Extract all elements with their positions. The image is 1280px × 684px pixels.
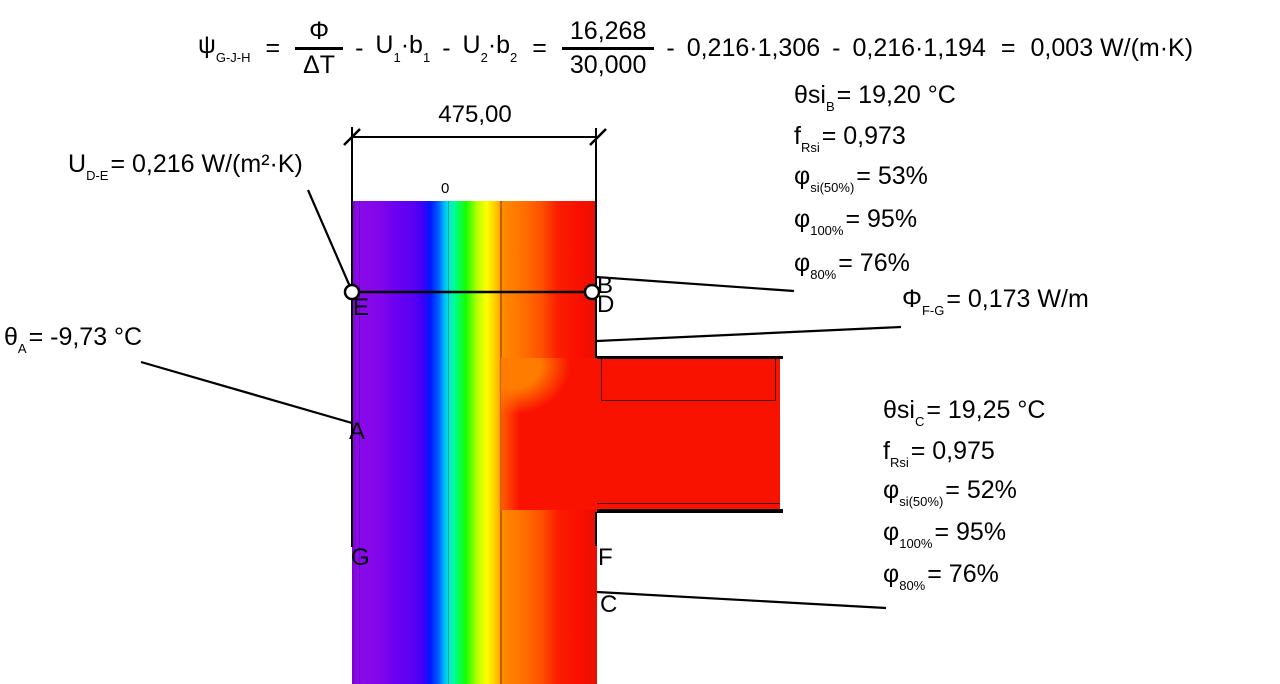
equals-sign: = bbox=[265, 33, 281, 62]
u-value-annotation: UD-E= 0,216 W/(m²·K) bbox=[68, 150, 303, 183]
leader-point-c bbox=[596, 590, 887, 610]
wall-layer-line-inner bbox=[500, 201, 502, 684]
point-b-f-rsi: fRsi= 0,973 bbox=[794, 122, 906, 155]
equals-sign: = bbox=[532, 33, 547, 62]
slab-layer-line bbox=[775, 359, 777, 401]
point-c-phi-80: φ80%= 76% bbox=[883, 560, 999, 593]
fraction-bar bbox=[561, 46, 655, 50]
leader-phi-fg bbox=[596, 325, 902, 343]
fraction-bar bbox=[295, 46, 344, 50]
point-label-d: D bbox=[597, 291, 615, 318]
point-b-theta-si: θsiB= 19,20 °C bbox=[794, 81, 956, 114]
slab-top-edge bbox=[597, 356, 783, 359]
zero-isotherm-label: 0 bbox=[441, 180, 450, 197]
point-b-phi-si50: φsi(50%)= 53% bbox=[794, 162, 928, 195]
point-c-phi-si50: φsi(50%)= 52% bbox=[883, 476, 1017, 509]
slab-layer-line bbox=[597, 503, 780, 505]
numeric-term-1: 0,216·1,306 bbox=[686, 33, 821, 62]
dimension-width-label: 475,00 bbox=[438, 101, 512, 128]
point-label-e: E bbox=[353, 294, 370, 321]
slab-layer-line bbox=[601, 359, 603, 401]
point-b-phi-80: φ80%= 76% bbox=[794, 249, 910, 282]
equals-sign: = bbox=[1000, 33, 1016, 62]
point-label-a: A bbox=[349, 418, 366, 445]
leader-u-value bbox=[306, 189, 353, 290]
minus-sign: - bbox=[832, 33, 841, 62]
phi-fg-annotation: ΦF-G= 0,173 W/m bbox=[902, 285, 1089, 318]
u2-b2-term: U2·b2 bbox=[462, 31, 518, 65]
leader-point-b bbox=[595, 275, 795, 293]
wall-right-border bbox=[594, 128, 598, 358]
slab-layer-line bbox=[602, 400, 775, 402]
slab-temperature-fill bbox=[597, 359, 780, 509]
floor-slab-section bbox=[597, 356, 783, 513]
wall-layer-line-outer bbox=[359, 201, 360, 684]
point-label-f: F bbox=[598, 544, 613, 571]
point-c-theta-si: θsiC= 19,25 °C bbox=[883, 396, 1046, 429]
u1-b1-term: U1·b1 bbox=[375, 31, 431, 65]
dimension-tick-right bbox=[589, 128, 607, 146]
slab-bottom-edge bbox=[597, 509, 783, 513]
wall-right-border bbox=[594, 512, 598, 546]
point-label-c: C bbox=[600, 591, 618, 618]
numeric-term-2: 0,216·1,194 bbox=[852, 33, 986, 62]
zero-isotherm-line bbox=[448, 201, 449, 684]
psi-term: ψG-J-H bbox=[198, 31, 251, 65]
numeric-fraction: 16,268 30,000 bbox=[561, 17, 655, 79]
theta-a-annotation: θA= -9,73 °C bbox=[4, 323, 143, 356]
hot-zone-at-slab-junction bbox=[501, 358, 597, 510]
wall-left-border bbox=[350, 127, 353, 547]
leader-theta-a bbox=[140, 360, 353, 425]
formula-result: 0,003 W/(m·K) bbox=[1030, 33, 1194, 62]
point-b-phi-100: φ100%= 95% bbox=[794, 205, 918, 238]
minus-sign: - bbox=[666, 33, 675, 62]
minus-sign: - bbox=[442, 33, 451, 62]
psi-formula: ψG-J-H = Φ ΔT - U1·b1 - U2·b2 = 16,268 3… bbox=[198, 12, 1193, 84]
point-c-phi-100: φ100%= 95% bbox=[883, 518, 1007, 551]
minus-sign: - bbox=[355, 33, 364, 62]
point-label-g: G bbox=[351, 544, 370, 571]
point-c-f-rsi: fRsi= 0,975 bbox=[883, 437, 995, 470]
phi-over-deltaT-fraction: Φ ΔT bbox=[295, 17, 344, 79]
